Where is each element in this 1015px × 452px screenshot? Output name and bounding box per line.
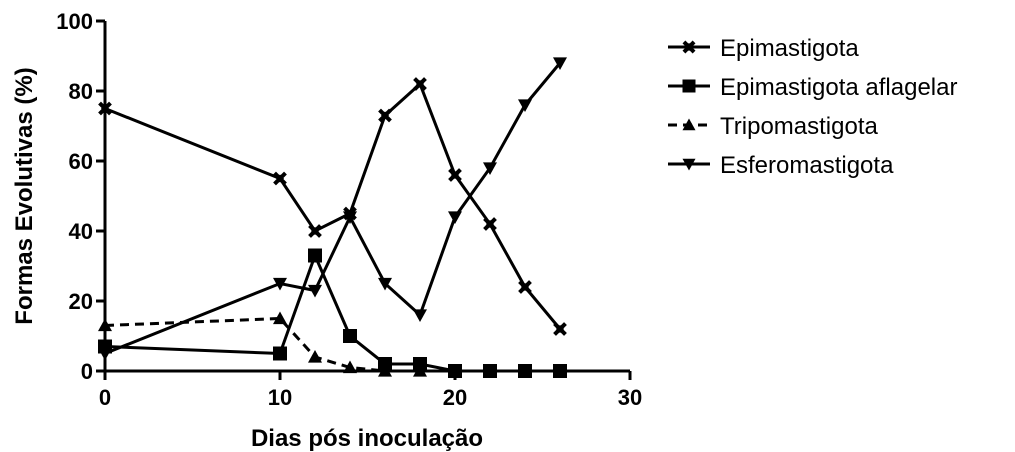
series-esferomastigota [98, 57, 567, 361]
data-point [273, 277, 287, 291]
data-point [413, 77, 427, 91]
data-point [518, 99, 532, 112]
data-point [448, 211, 462, 224]
y-tick-label: 0 [81, 359, 93, 384]
x-tick-label: 30 [618, 385, 642, 410]
data-point [308, 284, 322, 298]
data-point [483, 364, 497, 378]
legend-marker [682, 118, 696, 131]
y-axis-title: Formas Evolutivas (%) [11, 67, 38, 324]
legend-item: Esferomastigota [668, 152, 894, 179]
data-point [413, 364, 427, 377]
data-point [448, 364, 462, 378]
y-tick-label: 40 [69, 219, 93, 244]
data-point [518, 280, 532, 294]
legend-label: Epimastigota aflagelar [720, 74, 957, 101]
data-point [553, 364, 567, 378]
legend-item: Epimastigota [668, 35, 859, 62]
y-tick-label: 80 [69, 79, 93, 104]
legend-label: Tripomastigota [720, 113, 878, 140]
legend-label: Epimastigota [720, 35, 859, 62]
x-tick-label: 20 [443, 385, 467, 410]
x-axis-title: Dias pós inoculação [251, 425, 483, 452]
data-point [273, 311, 287, 325]
legend-item: Epimastigota aflagelar [668, 74, 957, 101]
series-epimastigota-aflagelar [98, 248, 567, 378]
series-line [104, 251, 560, 373]
data-point [308, 224, 322, 238]
series-tripomastigota [98, 311, 427, 377]
data-point [518, 364, 532, 378]
data-point [553, 322, 567, 336]
data-point [343, 329, 357, 343]
series-line [104, 316, 420, 373]
series-line [104, 81, 562, 330]
data-point [308, 248, 322, 263]
data-point [273, 171, 287, 186]
data-point [343, 360, 357, 374]
data-point [448, 168, 462, 182]
series-line [104, 62, 562, 355]
data-point [98, 318, 112, 332]
legend-marker [682, 79, 696, 93]
data-point [483, 217, 497, 231]
data-point [308, 350, 322, 363]
x-tick-label: 0 [99, 385, 111, 410]
legend-label: Esferomastigota [720, 152, 894, 179]
y-tick-label: 100 [56, 9, 93, 34]
x-tick-label: 10 [268, 385, 292, 410]
y-tick-label: 20 [69, 289, 93, 314]
legend: Epimastigota Epimastigota aflagelar Tripom… [668, 35, 957, 179]
data-point [343, 211, 357, 224]
plot-area: 0 20 40 60 80 100 0 10 20 30 [56, 9, 642, 410]
legend-marker [682, 40, 696, 54]
data-point [273, 346, 287, 361]
legend-marker [682, 158, 696, 171]
data-point [378, 277, 392, 291]
data-point [98, 101, 112, 116]
data-point [378, 364, 392, 377]
y-tick-label: 60 [69, 149, 93, 174]
legend-item: Tripomastigota [668, 113, 878, 140]
data-point [378, 108, 392, 123]
data-point [483, 162, 497, 175]
data-point [553, 57, 567, 70]
data-point [98, 347, 112, 361]
data-point [413, 309, 427, 322]
